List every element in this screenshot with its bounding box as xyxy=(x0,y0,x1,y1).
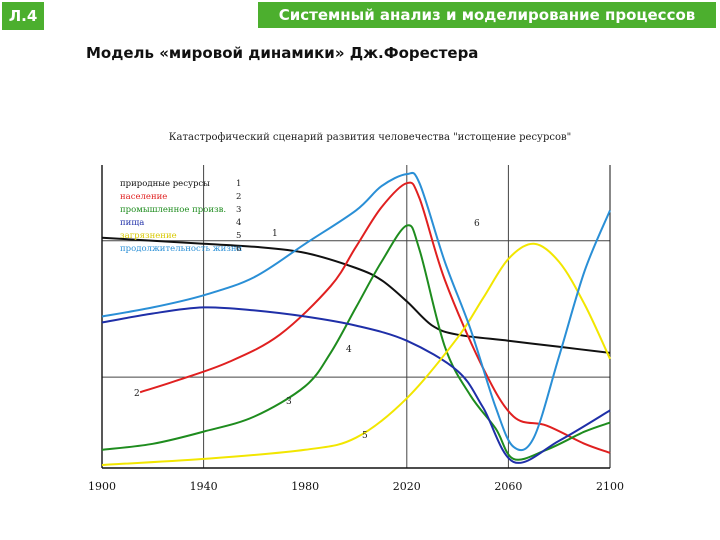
legend-entry: население xyxy=(120,192,167,202)
x-tick-label: 2060 xyxy=(494,480,522,493)
legend-number: 2 xyxy=(236,192,241,202)
legend-entry: промышленное произв. xyxy=(120,205,226,215)
curve-label-6: 6 xyxy=(474,219,480,229)
legend-entry: продолжительность жизни xyxy=(120,244,243,254)
curve-labels: 1 2 3 4 5 6 xyxy=(134,219,480,441)
course-title-banner: Системный анализ и моделирование процесс… xyxy=(258,2,716,28)
chart-title: Катастрофический сценарий развития челов… xyxy=(169,132,571,143)
legend-number: 6 xyxy=(236,244,241,254)
legend-number: 5 xyxy=(236,231,241,241)
x-tick-label: 2100 xyxy=(596,480,624,493)
legend-entry: загрязнение xyxy=(120,231,177,241)
x-tick-label: 1980 xyxy=(291,480,319,493)
series-line-1 xyxy=(101,236,611,354)
legend-number: 4 xyxy=(236,218,241,228)
legend-number: 1 xyxy=(236,179,241,189)
lecture-badge: Л.4 xyxy=(2,2,44,30)
legend-entry: пища xyxy=(120,218,144,228)
series-line-6 xyxy=(101,171,611,452)
chart-series xyxy=(101,171,611,466)
legend-entry: природные ресурсы xyxy=(120,179,210,189)
series-line-2 xyxy=(139,181,611,454)
series-line-3 xyxy=(101,224,611,461)
x-tick-label: 1940 xyxy=(190,480,218,493)
curve-label-2: 2 xyxy=(134,389,140,399)
curve-label-5: 5 xyxy=(362,431,368,441)
legend-number: 3 xyxy=(236,205,241,215)
lecture-number: Л.4 xyxy=(8,7,38,25)
curve-label-4: 4 xyxy=(346,345,352,355)
series-line-5 xyxy=(101,242,611,466)
x-tick-label: 1900 xyxy=(88,480,116,493)
course-title: Системный анализ и моделирование процесс… xyxy=(278,6,696,24)
curve-label-1: 1 xyxy=(272,229,278,239)
series-line-4 xyxy=(101,306,611,464)
curve-label-3: 3 xyxy=(286,397,292,407)
chart-legend: природные ресурсы 1 население 2 промышленное… xyxy=(120,179,243,254)
x-tick-label: 2020 xyxy=(393,480,421,493)
slide-subtitle: Модель «мировой динамики» Дж.Форестера xyxy=(86,44,479,62)
chart-grid xyxy=(102,165,610,468)
x-tick-labels: 1900 1940 1980 2020 2060 2100 xyxy=(88,480,624,493)
